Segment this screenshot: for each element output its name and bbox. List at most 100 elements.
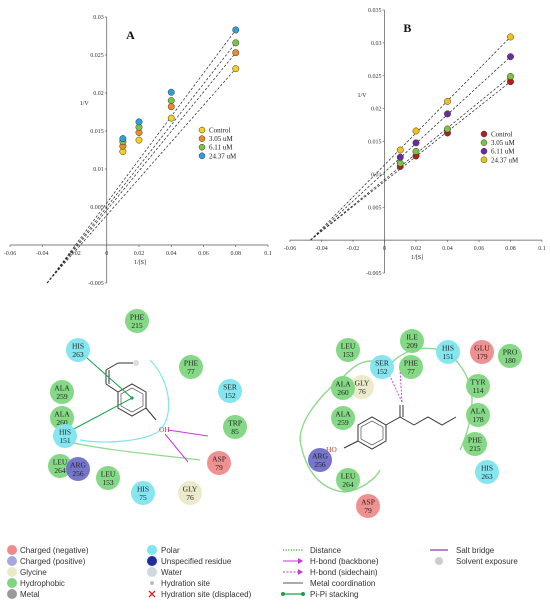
residue-name: HIS bbox=[481, 464, 493, 473]
ligand-ring bbox=[357, 416, 387, 450]
key-label: Unspecified residue bbox=[161, 557, 232, 566]
y-tick-label: 0.015 bbox=[90, 129, 104, 135]
residue-number: 79 bbox=[364, 506, 372, 515]
residue-bubble bbox=[53, 424, 77, 448]
residue-name: ALA bbox=[54, 410, 70, 419]
residue-number: 178 bbox=[472, 415, 484, 424]
data-point bbox=[135, 118, 143, 126]
residue-number: 180 bbox=[504, 356, 516, 365]
fit-line bbox=[310, 76, 511, 241]
key-label: Hydrophobic bbox=[20, 579, 65, 588]
x-axis-label: 1/[S] bbox=[134, 260, 146, 266]
residue-number: 256 bbox=[314, 460, 326, 469]
legend-label: Control bbox=[491, 131, 512, 139]
x-tick-label: 0.08 bbox=[505, 246, 516, 252]
pocket-outline bbox=[79, 359, 170, 443]
key-label: H-bond (sidechain) bbox=[310, 568, 378, 577]
legend-marker bbox=[480, 156, 488, 164]
residue-number: 209 bbox=[406, 341, 418, 350]
residue-name: ALA bbox=[335, 410, 351, 419]
data-point bbox=[412, 139, 420, 147]
residue-name: HIS bbox=[137, 485, 149, 494]
residue-bubble bbox=[308, 448, 332, 472]
residue-number: 263 bbox=[481, 472, 493, 481]
ligand-bond bbox=[105, 362, 119, 371]
data-point bbox=[396, 146, 404, 154]
residue-name: PHE bbox=[404, 359, 419, 368]
key-arrowhead bbox=[298, 569, 303, 575]
residue-number: 151 bbox=[442, 352, 454, 361]
y-tick-label: 0.035 bbox=[368, 8, 382, 14]
key-marker bbox=[7, 578, 17, 588]
residue-number: 79 bbox=[215, 463, 223, 472]
residue-bubble bbox=[66, 338, 90, 362]
x-tick-label: 0 bbox=[383, 246, 386, 252]
key-marker bbox=[147, 545, 157, 555]
x-tick-label: 0 bbox=[105, 251, 108, 257]
pi-pi-dot bbox=[130, 396, 134, 400]
y-tick-label: 0.03 bbox=[93, 15, 104, 21]
key-label: Metal bbox=[20, 590, 40, 599]
y-tick-label: 0.025 bbox=[368, 74, 382, 80]
key-dot bbox=[281, 592, 285, 596]
h-bond-line bbox=[164, 433, 189, 463]
fit-line bbox=[46, 29, 237, 284]
residue-bubble bbox=[331, 406, 355, 430]
key-marker bbox=[147, 567, 157, 577]
data-point bbox=[507, 72, 514, 80]
fit-line bbox=[46, 52, 237, 284]
legend-label: 3.05 uM bbox=[491, 139, 516, 147]
chart-a: 0.03 0.025 0.02 0.015 0.01 0.005 -0.005 -0.06 -0… bbox=[4, 15, 272, 287]
legend-marker bbox=[198, 126, 206, 134]
key-label: Salt bridge bbox=[456, 546, 495, 555]
key-label: Hydration site (displaced) bbox=[161, 590, 252, 599]
key-label: H-bond (backbone) bbox=[310, 557, 379, 566]
data-point bbox=[412, 127, 420, 135]
y-tick-label: 0.02 bbox=[371, 107, 382, 113]
residue-number: 256 bbox=[72, 469, 84, 478]
x-tick-label: -0.02 bbox=[347, 246, 360, 252]
residue-name: GLU bbox=[474, 344, 490, 353]
data-point bbox=[167, 103, 175, 111]
key-label: Water bbox=[161, 568, 182, 577]
residue-bubble bbox=[218, 379, 242, 403]
key-marker bbox=[147, 556, 157, 566]
residue-number: 260 bbox=[56, 418, 68, 427]
fit-line bbox=[310, 81, 511, 241]
residue-number: 260 bbox=[337, 388, 349, 397]
key-marker bbox=[7, 556, 17, 566]
key-marker bbox=[7, 567, 17, 577]
key-dot bbox=[301, 592, 305, 596]
data-point bbox=[232, 26, 240, 34]
legend-label: 24.37 uM bbox=[209, 152, 237, 160]
residue-name: PRO bbox=[503, 348, 518, 357]
residue-name: ALA bbox=[470, 407, 486, 416]
data-point bbox=[396, 159, 404, 167]
key-marker bbox=[150, 581, 154, 585]
data-point bbox=[232, 39, 240, 47]
data-point bbox=[232, 49, 240, 57]
y-tick-label: 0.025 bbox=[90, 53, 104, 59]
legend-label: Control bbox=[209, 127, 230, 135]
h-bond-line bbox=[387, 371, 403, 403]
fit-line bbox=[46, 42, 237, 284]
data-point bbox=[119, 135, 127, 143]
y-tick-label: 0.02 bbox=[93, 91, 104, 97]
residue-name: ARG bbox=[70, 461, 86, 470]
key-marker bbox=[435, 557, 443, 565]
x-tick-label: 0.06 bbox=[198, 251, 209, 257]
residue-bubble bbox=[207, 451, 231, 475]
